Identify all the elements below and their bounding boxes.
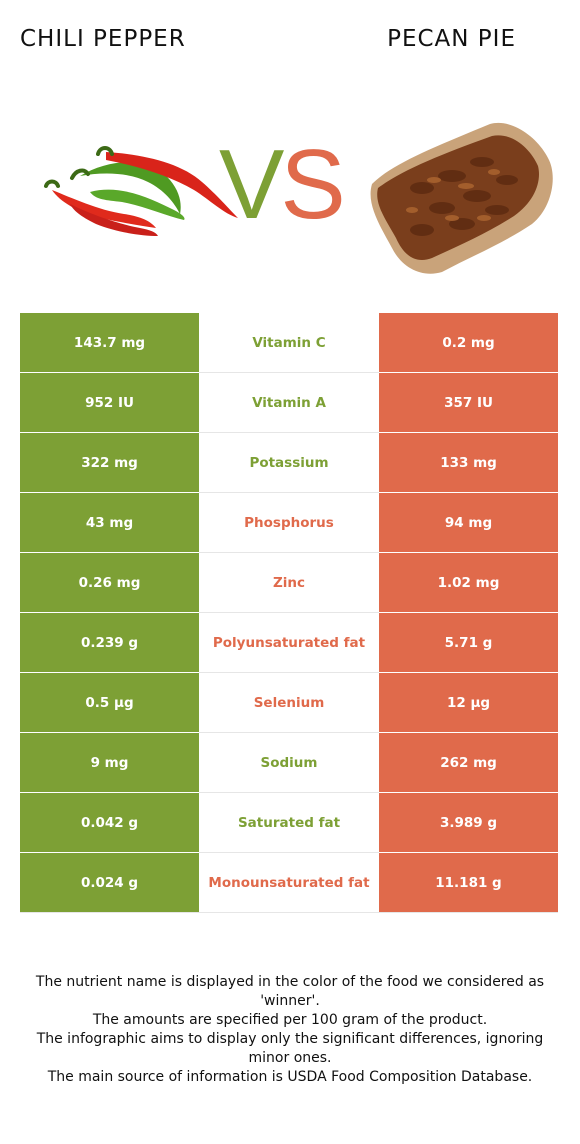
footer-line: The amounts are specified per 100 gram o… bbox=[92, 1012, 488, 1028]
right-food-value: 262 mg bbox=[379, 732, 558, 793]
right-food-value: 0.2 mg bbox=[379, 313, 558, 373]
left-food-value: 0.26 mg bbox=[20, 552, 199, 613]
table-row: 952 IU Vitamin A 357 IU bbox=[20, 372, 558, 433]
nutrient-name: Potassium bbox=[199, 432, 379, 493]
nutrient-name: Vitamin A bbox=[199, 372, 379, 433]
nutrient-name: Saturated fat bbox=[199, 792, 379, 853]
right-food-value: 11.181 g bbox=[379, 852, 558, 913]
table-row: 0.239 g Polyunsaturated fat 5.71 g bbox=[20, 612, 558, 673]
left-food-value: 952 IU bbox=[20, 372, 199, 433]
left-food-value: 0.042 g bbox=[20, 792, 199, 853]
left-food-value: 43 mg bbox=[20, 492, 199, 553]
right-food-value: 1.02 mg bbox=[379, 552, 558, 613]
nutrient-name: Phosphorus bbox=[199, 492, 379, 553]
table-row: 322 mg Potassium 133 mg bbox=[20, 432, 558, 493]
table-row: 0.26 mg Zinc 1.02 mg bbox=[20, 552, 558, 613]
left-food-value: 143.7 mg bbox=[20, 313, 199, 373]
footer-notes: The nutrient name is displayed in the co… bbox=[16, 973, 564, 1087]
nutrient-name: Polyunsaturated fat bbox=[199, 612, 379, 673]
pecan-pie-image bbox=[370, 122, 553, 274]
right-food-title: PECAN PIE bbox=[387, 26, 516, 52]
nutrient-name: Zinc bbox=[199, 552, 379, 613]
footer-line: The infographic aims to display only the… bbox=[36, 1031, 544, 1066]
right-food-value: 94 mg bbox=[379, 492, 558, 553]
left-food-value: 9 mg bbox=[20, 732, 199, 793]
left-food-value: 0.024 g bbox=[20, 852, 199, 913]
chili-peppers-image bbox=[44, 146, 238, 236]
nutrient-name: Vitamin C bbox=[199, 313, 379, 373]
table-row: 43 mg Phosphorus 94 mg bbox=[20, 492, 558, 553]
right-food-value: 133 mg bbox=[379, 432, 558, 493]
nutrient-name: Selenium bbox=[199, 672, 379, 733]
footer-line: The nutrient name is displayed in the co… bbox=[35, 974, 545, 1009]
right-food-value: 12 µg bbox=[379, 672, 558, 733]
nutrient-name: Monounsaturated fat bbox=[199, 852, 379, 913]
table-row: 143.7 mg Vitamin C 0.2 mg bbox=[20, 313, 558, 373]
right-food-value: 357 IU bbox=[379, 372, 558, 433]
left-food-value: 322 mg bbox=[20, 432, 199, 493]
nutrient-name: Sodium bbox=[199, 732, 379, 793]
right-food-value: 5.71 g bbox=[379, 612, 558, 673]
right-food-value: 3.989 g bbox=[379, 792, 558, 853]
versus-label: VS bbox=[219, 129, 346, 239]
left-food-title: CHILI PEPPER bbox=[20, 26, 186, 52]
table-row: 9 mg Sodium 262 mg bbox=[20, 732, 558, 793]
nutrient-comparison-table: 143.7 mg Vitamin C 0.2 mg 952 IU Vitamin A 35… bbox=[20, 313, 558, 913]
left-food-value: 0.239 g bbox=[20, 612, 199, 673]
table-row: 0.042 g Saturated fat 3.989 g bbox=[20, 792, 558, 853]
table-row: 0.5 µg Selenium 12 µg bbox=[20, 672, 558, 733]
footer-line: The main source of information is USDA F… bbox=[47, 1069, 533, 1085]
table-row: 0.024 g Monounsaturated fat 11.181 g bbox=[20, 852, 558, 913]
left-food-value: 0.5 µg bbox=[20, 672, 199, 733]
